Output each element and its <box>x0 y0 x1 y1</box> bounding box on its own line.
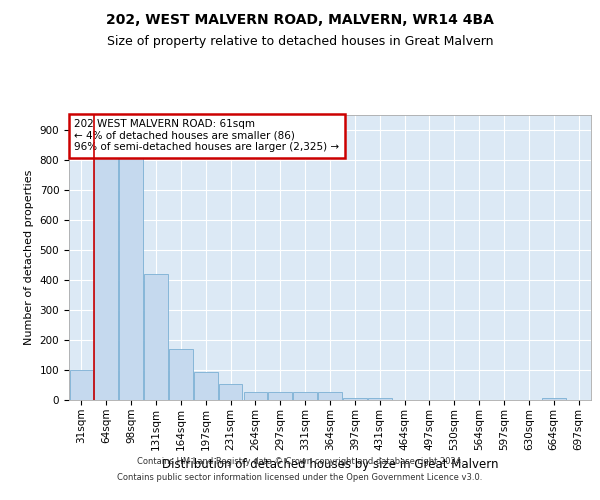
Y-axis label: Number of detached properties: Number of detached properties <box>24 170 34 345</box>
Bar <box>343 398 367 400</box>
X-axis label: Distribution of detached houses by size in Great Malvern: Distribution of detached houses by size … <box>162 458 498 471</box>
Text: Contains HM Land Registry data © Crown copyright and database right 2024.: Contains HM Land Registry data © Crown c… <box>137 458 463 466</box>
Text: 202, WEST MALVERN ROAD, MALVERN, WR14 4BA: 202, WEST MALVERN ROAD, MALVERN, WR14 4B… <box>106 12 494 26</box>
Bar <box>194 372 218 400</box>
Bar <box>169 349 193 400</box>
Bar <box>70 370 93 400</box>
Text: Size of property relative to detached houses in Great Malvern: Size of property relative to detached ho… <box>107 35 493 48</box>
Bar <box>119 145 143 400</box>
Bar <box>293 392 317 400</box>
Bar <box>219 384 242 400</box>
Bar <box>318 392 342 400</box>
Text: Contains public sector information licensed under the Open Government Licence v3: Contains public sector information licen… <box>118 472 482 482</box>
Bar <box>542 398 566 400</box>
Bar <box>144 274 168 400</box>
Bar <box>268 392 292 400</box>
Bar <box>368 398 392 400</box>
Bar <box>244 392 267 400</box>
Bar <box>94 145 118 400</box>
Text: 202 WEST MALVERN ROAD: 61sqm
← 4% of detached houses are smaller (86)
96% of sem: 202 WEST MALVERN ROAD: 61sqm ← 4% of det… <box>74 120 340 152</box>
